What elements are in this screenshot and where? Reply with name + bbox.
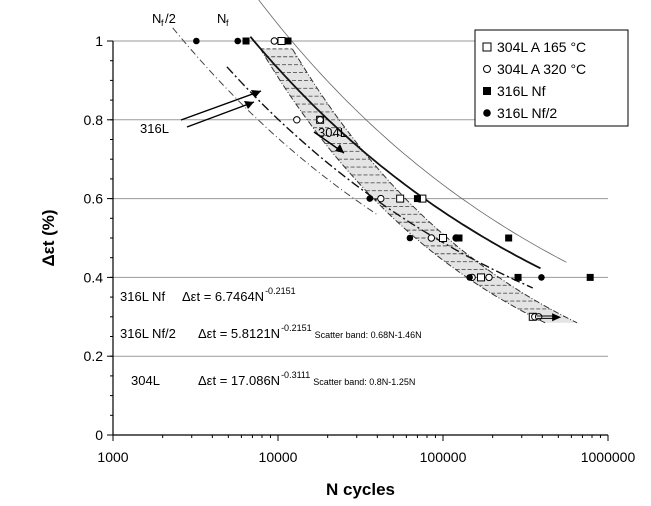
point-304l-320	[270, 37, 279, 45]
eq-316l-nf-exponent: -0.2151	[265, 286, 296, 296]
point-316l-nf	[505, 234, 513, 242]
x-tick-label: 1000000	[581, 449, 636, 465]
point-316l-nf2	[193, 37, 200, 45]
label-304l: 304L	[318, 125, 347, 140]
arrow-head	[552, 313, 562, 322]
point-316l-nf	[242, 37, 250, 45]
x-tick-label: 10000	[259, 449, 298, 465]
curve-316l-lower-bound	[172, 27, 378, 216]
point-304l-165	[277, 37, 286, 45]
arrow-316l-1	[180, 90, 262, 121]
point-304l-320	[293, 116, 301, 124]
point-316l-nf	[586, 273, 594, 281]
y-tick-label: 1	[95, 33, 103, 49]
point-316l-nf2	[406, 234, 414, 242]
curve-316l-nf2	[226, 66, 534, 289]
eq-316l-nf-name: 316L Nf	[120, 289, 165, 304]
label-nf: N	[217, 11, 226, 26]
point-316l-nf2	[366, 195, 374, 202]
eq-316l-nf2-name: 316L Nf/2	[120, 326, 176, 341]
point-316l-nf	[284, 37, 292, 45]
eq-316l-nf2-formula: Δεt = 5.8121N	[198, 326, 280, 341]
scatter-band-upper	[292, 48, 578, 324]
legend: 304L A 165 °C 304L A 320 °C 316L Nf 316L Nf…	[474, 29, 629, 127]
point-316l-nf2	[452, 234, 460, 242]
legend-marker-open-square	[482, 42, 492, 52]
point-304l-165	[396, 194, 405, 203]
point-304l-165	[439, 234, 447, 242]
legend-box	[474, 29, 629, 127]
data-points	[193, 37, 594, 321]
legend-label: 304L A 165 °C	[497, 39, 586, 55]
arrow-head	[244, 101, 254, 109]
point-304l-320	[534, 313, 543, 321]
point-316l-nf2	[538, 274, 545, 281]
legend-marker-filled-square	[483, 87, 491, 95]
point-304l-165	[477, 273, 486, 282]
y-tick-label: 0.2	[84, 348, 104, 364]
eq-316l-nf2-scatter-band: Scatter band: 0.68N-1.46N	[315, 330, 422, 340]
eq-304l-name: 304L	[131, 373, 160, 388]
eq-304l-scatter-band: Scatter band: 0.8N-1.25N	[313, 377, 415, 387]
y-axis-label: Δεt (%)	[39, 209, 58, 266]
y-tick-label: 0.8	[84, 112, 104, 128]
arrow-316l-2	[186, 101, 255, 128]
legend-label: 316L Nf/2	[497, 105, 557, 121]
arrow-head	[251, 90, 261, 98]
curve-316l-upper-bound	[258, 0, 567, 263]
axes: 0 0.2 0.4 0.6 0.8 1 1000 10000 100000 1000000 N cy…	[39, 33, 635, 499]
point-316l-nf	[413, 195, 421, 203]
point-316l-nf	[514, 273, 522, 281]
point-304l-320	[377, 194, 385, 203]
point-304l-320	[316, 116, 324, 124]
legend-label: 316L Nf	[497, 83, 546, 99]
point-316l-nf2	[234, 37, 242, 45]
label-nf-sub: f	[226, 18, 229, 28]
point-316l-nf2	[466, 274, 473, 281]
label-nf-half-sub: f	[161, 18, 164, 28]
y-tick-label: 0.4	[84, 269, 104, 285]
point-304l-320	[485, 273, 493, 282]
x-tick-label: 1000	[97, 449, 128, 465]
x-axis-label: N cycles	[326, 480, 395, 499]
legend-marker-open-circle	[483, 65, 491, 73]
scatter-band-area	[260, 49, 578, 323]
eq-304l-exponent: -0.3111	[281, 370, 310, 380]
x-tick-label: 100000	[420, 449, 467, 465]
legend-label: 304L A 320 °C	[497, 61, 586, 77]
eq-316l-nf-formula: Δεt = 6.7464N	[182, 289, 264, 304]
arrow-head	[335, 144, 344, 153]
eq-304l-formula: Δεt = 17.086N	[198, 373, 280, 388]
y-tick-label: 0.6	[84, 191, 104, 207]
label-316l: 316L	[140, 121, 169, 136]
y-tick-label: 0	[95, 427, 103, 443]
curve-316l-nf	[249, 36, 541, 270]
label-nf-half-tail: /2	[165, 11, 176, 26]
legend-marker-filled-circle	[483, 109, 491, 117]
label-nf-half: N	[152, 11, 161, 26]
fit-curves	[172, 0, 567, 289]
point-304l-320	[427, 234, 436, 242]
eq-316l-nf2-exponent: -0.2151	[281, 323, 312, 333]
